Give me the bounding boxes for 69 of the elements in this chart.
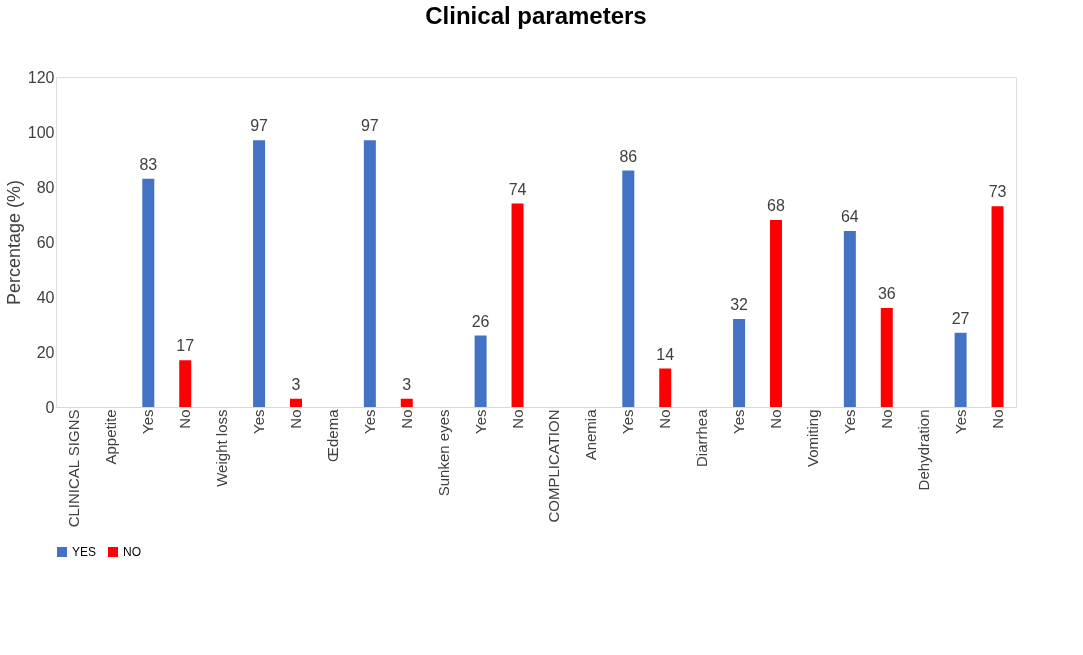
x-tick-label: No <box>508 409 526 429</box>
bar <box>253 140 266 407</box>
y-tick-label: 100 <box>27 123 55 141</box>
y-tick-label: 60 <box>36 233 55 251</box>
x-tick-label: No <box>656 409 674 429</box>
data-label: 97 <box>360 117 379 135</box>
legend-label: NO <box>123 545 141 559</box>
data-label: 83 <box>139 155 158 173</box>
x-tick-label: Yes <box>730 409 748 434</box>
bar <box>733 319 746 407</box>
data-label: 86 <box>619 147 638 165</box>
data-label: 36 <box>877 285 896 302</box>
bar <box>179 360 192 407</box>
bar <box>142 178 155 407</box>
bar <box>991 206 1004 407</box>
y-tick-label: 0 <box>45 398 55 416</box>
x-tick-label: No <box>397 409 415 429</box>
bar <box>290 398 302 407</box>
data-label: 74 <box>508 180 527 198</box>
data-label: 17 <box>176 337 195 355</box>
y-tick-label: 40 <box>36 288 55 306</box>
chart-title: Clinical parameters <box>425 2 647 29</box>
data-label: 3 <box>291 375 301 393</box>
data-label: 64 <box>840 208 859 225</box>
bar <box>511 203 524 407</box>
y-tick-label: 120 <box>27 68 55 86</box>
x-tick-label: Yes <box>619 409 637 434</box>
data-label: 14 <box>656 345 675 363</box>
x-tick-label: Yes <box>471 409 489 434</box>
y-tick-label: 20 <box>36 343 55 361</box>
x-tick-label: Weight loss <box>213 409 231 487</box>
x-tick-label: Yes <box>250 409 268 434</box>
bar <box>880 308 893 407</box>
bar <box>400 398 413 407</box>
x-tick-label: No <box>988 409 1006 429</box>
x-tick-label: Yes <box>951 409 969 434</box>
x-tick-label: No <box>877 409 895 429</box>
y-axis-title: Percentage (%) <box>3 179 24 306</box>
bar <box>659 368 672 407</box>
data-label: 73 <box>988 183 1007 201</box>
data-label: 26 <box>471 312 490 330</box>
x-tick-label: Yes <box>840 409 858 434</box>
bar <box>474 335 487 407</box>
bar <box>954 332 967 407</box>
bar <box>843 231 856 407</box>
x-tick-label: CLINICAL SIGNS <box>65 409 83 528</box>
bar <box>363 140 376 407</box>
x-tick-label: Vomiting <box>803 409 821 468</box>
data-label: 3 <box>402 375 412 393</box>
x-tick-label: No <box>287 409 304 429</box>
data-label: 32 <box>730 296 749 313</box>
x-tick-label: Diarrhea <box>693 408 711 468</box>
x-tick-label: Yes <box>139 409 157 434</box>
x-tick-label: No <box>176 409 194 429</box>
x-tick-label: No <box>767 409 784 429</box>
data-label: 97 <box>250 117 269 135</box>
x-tick-label: Anemia <box>582 408 600 461</box>
legend-label: YES <box>72 545 97 559</box>
x-tick-label: Yes <box>360 409 378 434</box>
x-tick-label: Appetite <box>102 409 120 465</box>
x-tick-label: Sunken eyes <box>434 409 452 497</box>
x-tick-label: COMPLICATION <box>545 409 563 523</box>
y-tick-label: 80 <box>36 178 55 196</box>
bar <box>622 170 635 407</box>
x-tick-label: Œdema <box>323 408 341 463</box>
bar <box>770 220 782 407</box>
data-label: 68 <box>767 197 785 214</box>
data-label: 27 <box>951 309 970 327</box>
x-tick-label: Dehydration <box>914 409 932 491</box>
